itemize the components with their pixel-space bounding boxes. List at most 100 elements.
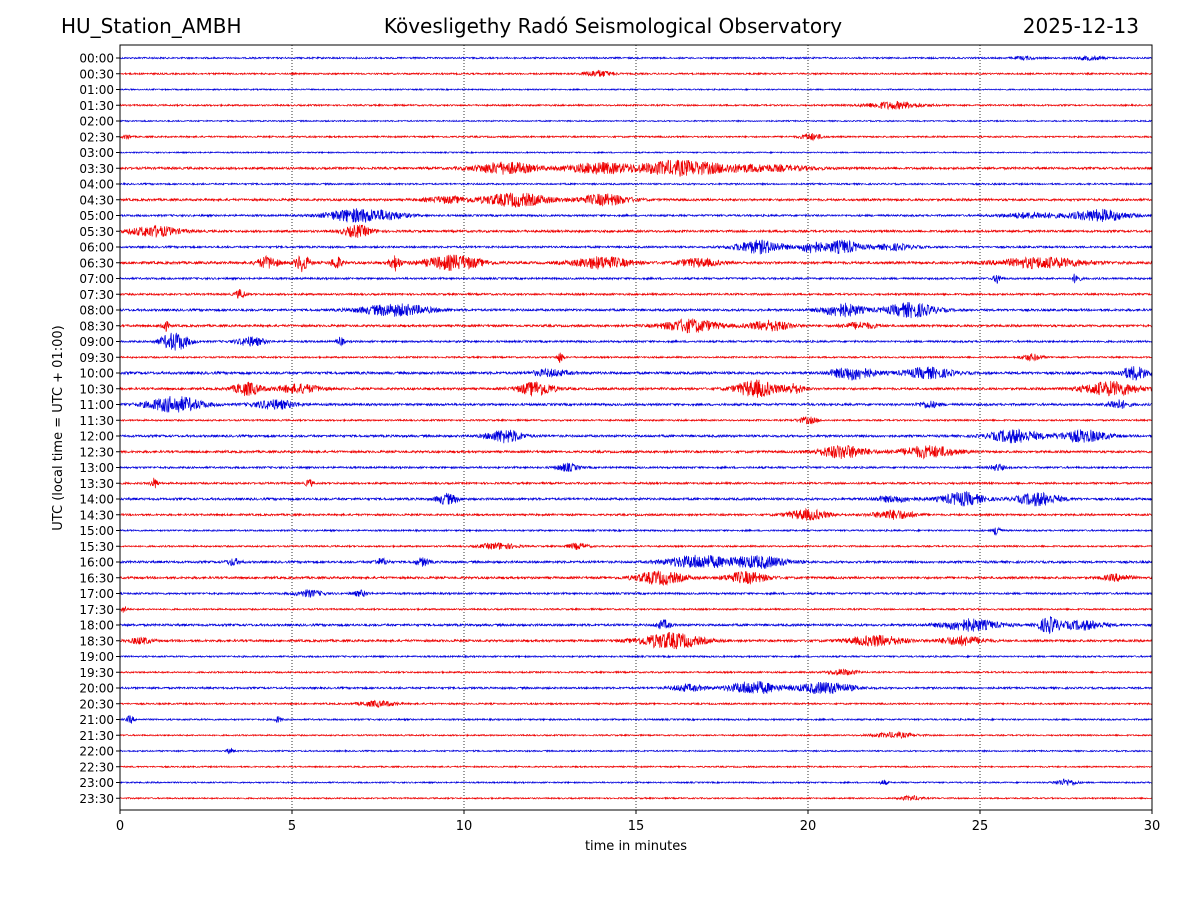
y-axis-label: UTC (local time = UTC + 01:00) (51, 325, 66, 530)
trace-1400 (119, 490, 1153, 507)
trace-0600 (119, 239, 1153, 255)
trace-0930 (119, 352, 1153, 364)
chart-date: 2025-12-13 (1022, 14, 1139, 38)
y-tick-label: 22:00 (79, 745, 114, 759)
y-tick-label: 09:00 (79, 335, 114, 349)
y-tick-label: 11:00 (79, 398, 114, 412)
trace-0700 (119, 273, 1153, 284)
trace-1630 (119, 570, 1153, 586)
trace-1030 (119, 379, 1153, 398)
y-tick-label: 15:00 (79, 524, 114, 538)
station-name: HU_Station_AMBH (61, 14, 242, 38)
trace-0530 (119, 224, 1153, 238)
y-tick-label: 23:30 (79, 792, 114, 806)
trace-1530 (119, 541, 1153, 550)
x-tick-label: 0 (116, 819, 124, 834)
y-tick-label: 17:00 (79, 587, 114, 601)
y-tick-label: 04:30 (79, 193, 114, 207)
x-tick-label: 25 (972, 819, 989, 834)
y-tick-label: 07:00 (79, 272, 114, 286)
y-tick-label: 06:00 (79, 241, 114, 255)
trace-1300 (119, 462, 1153, 472)
trace-1100 (119, 396, 1153, 413)
chart-title: Kövesligethy Radó Seismological Observat… (383, 14, 843, 38)
y-tick-label: 09:30 (79, 351, 114, 365)
y-tick-label: 12:00 (79, 430, 114, 444)
trace-2230 (119, 764, 1153, 769)
grid-layer (291, 45, 981, 810)
y-tick-label: 01:00 (79, 83, 114, 97)
y-tick-label: 15:30 (79, 540, 114, 554)
y-tick-label: 22:30 (79, 760, 114, 774)
trace-0130 (119, 100, 1153, 111)
trace-0500 (119, 208, 1153, 223)
trace-2030 (119, 699, 1153, 709)
y-tick-label: 13:30 (79, 477, 114, 491)
trace-0900 (119, 332, 1153, 351)
y-tick-label: 04:00 (79, 178, 114, 192)
trace-1230 (119, 444, 1153, 460)
trace-1800 (119, 616, 1153, 635)
y-tick-label: 03:00 (79, 146, 114, 160)
trace-2130 (119, 731, 1153, 740)
y-tick-label: 20:30 (79, 697, 114, 711)
y-tick-label: 19:30 (79, 666, 114, 680)
y-tick-label: 05:00 (79, 209, 114, 223)
trace-1200 (119, 428, 1153, 444)
y-tick-label: 10:30 (79, 382, 114, 396)
trace-1730 (119, 606, 1153, 613)
y-tick-label: 01:30 (79, 99, 114, 113)
trace-1700 (119, 588, 1153, 598)
trace-0030 (119, 69, 1153, 77)
trace-1330 (119, 477, 1153, 489)
trace-1430 (119, 507, 1153, 521)
y-tick-label: 07:30 (79, 288, 114, 302)
x-axis-label: time in minutes (585, 839, 687, 854)
y-tick-label: 20:00 (79, 682, 114, 696)
y-tick-label: 03:30 (79, 162, 114, 176)
y-tick-label: 02:30 (79, 130, 114, 144)
trace-0730 (119, 288, 1153, 299)
trace-0800 (119, 301, 1153, 319)
y-tick-label: 10:00 (79, 367, 114, 381)
trace-layer (119, 55, 1153, 801)
x-tick-label: 15 (628, 819, 645, 834)
trace-1000 (119, 366, 1153, 382)
y-tick-label: 18:00 (79, 619, 114, 633)
y-tick-label: 16:30 (79, 571, 114, 585)
trace-0330 (119, 159, 1153, 177)
trace-1830 (119, 631, 1153, 650)
y-tick-label: 21:00 (79, 713, 114, 727)
x-tick-label: 20 (800, 819, 817, 834)
y-tick-label: 11:30 (79, 414, 114, 428)
trace-2100 (119, 715, 1153, 724)
y-tick-label: 05:30 (79, 225, 114, 239)
y-tick-label: 02:00 (79, 115, 114, 129)
trace-0300 (119, 150, 1153, 155)
trace-0200 (119, 119, 1153, 123)
trace-0100 (119, 87, 1153, 92)
trace-0400 (119, 181, 1153, 187)
trace-0000 (119, 55, 1153, 62)
trace-0230 (119, 133, 1153, 142)
y-tick-label: 21:30 (79, 729, 114, 743)
y-tick-label: 08:30 (79, 319, 114, 333)
trace-2200 (119, 747, 1153, 755)
trace-1930 (119, 668, 1153, 676)
y-tick-label: 17:30 (79, 603, 114, 617)
y-tick-label: 12:30 (79, 445, 114, 459)
trace-0430 (119, 192, 1153, 208)
trace-0630 (119, 254, 1153, 273)
x-tick-label: 30 (1144, 819, 1161, 834)
y-tick-label: 19:00 (79, 650, 114, 664)
plot-frame (119, 44, 1153, 811)
x-tick-label: 10 (456, 819, 473, 834)
trace-2300 (119, 778, 1153, 787)
y-tick-label: 06:30 (79, 256, 114, 270)
trace-1900 (119, 654, 1153, 659)
y-tick-label: 13:00 (79, 461, 114, 475)
x-tick-label: 5 (288, 819, 296, 834)
y-tick-label: 00:30 (79, 67, 114, 81)
